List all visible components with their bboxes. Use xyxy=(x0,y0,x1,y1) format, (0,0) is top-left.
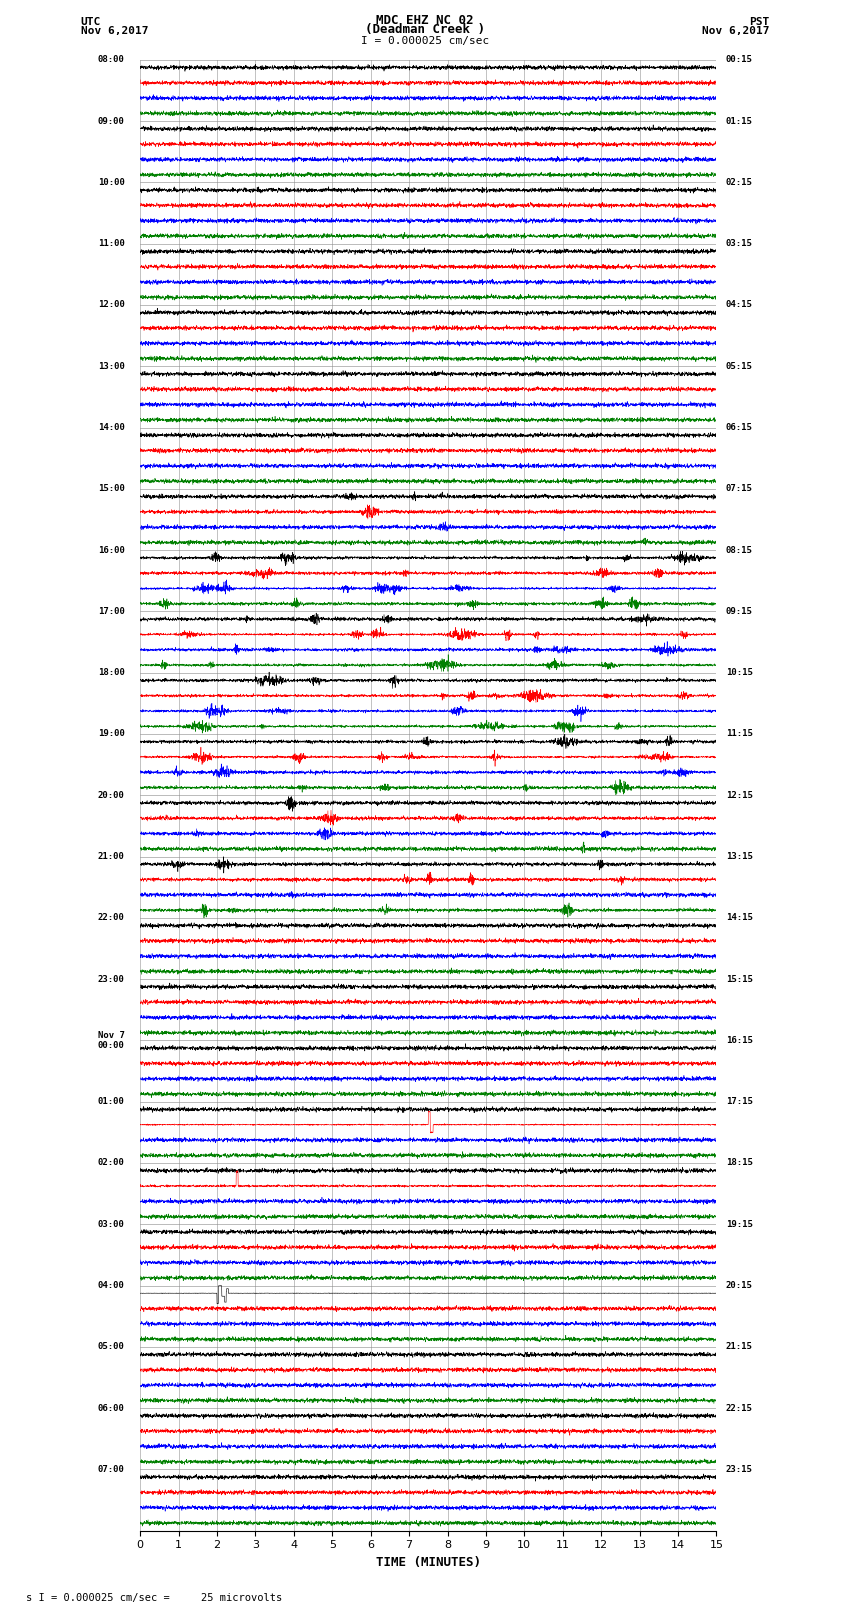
Text: 19:15: 19:15 xyxy=(726,1219,753,1229)
X-axis label: TIME (MINUTES): TIME (MINUTES) xyxy=(376,1557,481,1569)
Text: 12:00: 12:00 xyxy=(98,300,125,310)
Text: MDC EHZ NC 02: MDC EHZ NC 02 xyxy=(377,13,473,26)
Text: 03:15: 03:15 xyxy=(726,239,753,248)
Text: 17:00: 17:00 xyxy=(98,606,125,616)
Text: Nov 7
00:00: Nov 7 00:00 xyxy=(98,1031,125,1050)
Text: 15:15: 15:15 xyxy=(726,974,753,984)
Text: 13:15: 13:15 xyxy=(726,852,753,861)
Text: (Deadman Creek ): (Deadman Creek ) xyxy=(365,23,485,37)
Text: 05:15: 05:15 xyxy=(726,361,753,371)
Text: 21:00: 21:00 xyxy=(98,852,125,861)
Text: 04:15: 04:15 xyxy=(726,300,753,310)
Text: 00:15: 00:15 xyxy=(726,55,753,65)
Text: 22:00: 22:00 xyxy=(98,913,125,923)
Text: 18:15: 18:15 xyxy=(726,1158,753,1168)
Text: 02:00: 02:00 xyxy=(98,1158,125,1168)
Text: 11:15: 11:15 xyxy=(726,729,753,739)
Text: Nov 6,2017: Nov 6,2017 xyxy=(702,26,769,37)
Text: 14:15: 14:15 xyxy=(726,913,753,923)
Text: 07:00: 07:00 xyxy=(98,1465,125,1474)
Text: 20:00: 20:00 xyxy=(98,790,125,800)
Text: 20:15: 20:15 xyxy=(726,1281,753,1290)
Text: 02:15: 02:15 xyxy=(726,177,753,187)
Text: 10:00: 10:00 xyxy=(98,177,125,187)
Text: 09:15: 09:15 xyxy=(726,606,753,616)
Text: 23:00: 23:00 xyxy=(98,974,125,984)
Text: 12:15: 12:15 xyxy=(726,790,753,800)
Text: 03:00: 03:00 xyxy=(98,1219,125,1229)
Text: 13:00: 13:00 xyxy=(98,361,125,371)
Text: 08:00: 08:00 xyxy=(98,55,125,65)
Text: 23:15: 23:15 xyxy=(726,1465,753,1474)
Text: 10:15: 10:15 xyxy=(726,668,753,677)
Text: 09:00: 09:00 xyxy=(98,116,125,126)
Text: Nov 6,2017: Nov 6,2017 xyxy=(81,26,148,37)
Text: I = 0.000025 cm/sec: I = 0.000025 cm/sec xyxy=(361,35,489,45)
Text: s I = 0.000025 cm/sec =     25 microvolts: s I = 0.000025 cm/sec = 25 microvolts xyxy=(26,1594,281,1603)
Text: 01:15: 01:15 xyxy=(726,116,753,126)
Text: PST: PST xyxy=(749,16,769,26)
Text: 06:15: 06:15 xyxy=(726,423,753,432)
Text: UTC: UTC xyxy=(81,16,101,26)
Text: 04:00: 04:00 xyxy=(98,1281,125,1290)
Text: 07:15: 07:15 xyxy=(726,484,753,494)
Text: 22:15: 22:15 xyxy=(726,1403,753,1413)
Text: 16:15: 16:15 xyxy=(726,1036,753,1045)
Text: 11:00: 11:00 xyxy=(98,239,125,248)
Text: 14:00: 14:00 xyxy=(98,423,125,432)
Text: 05:00: 05:00 xyxy=(98,1342,125,1352)
Text: 15:00: 15:00 xyxy=(98,484,125,494)
Text: 16:00: 16:00 xyxy=(98,545,125,555)
Text: 17:15: 17:15 xyxy=(726,1097,753,1107)
Text: 18:00: 18:00 xyxy=(98,668,125,677)
Text: 01:00: 01:00 xyxy=(98,1097,125,1107)
Text: 08:15: 08:15 xyxy=(726,545,753,555)
Text: 06:00: 06:00 xyxy=(98,1403,125,1413)
Text: 21:15: 21:15 xyxy=(726,1342,753,1352)
Text: 19:00: 19:00 xyxy=(98,729,125,739)
